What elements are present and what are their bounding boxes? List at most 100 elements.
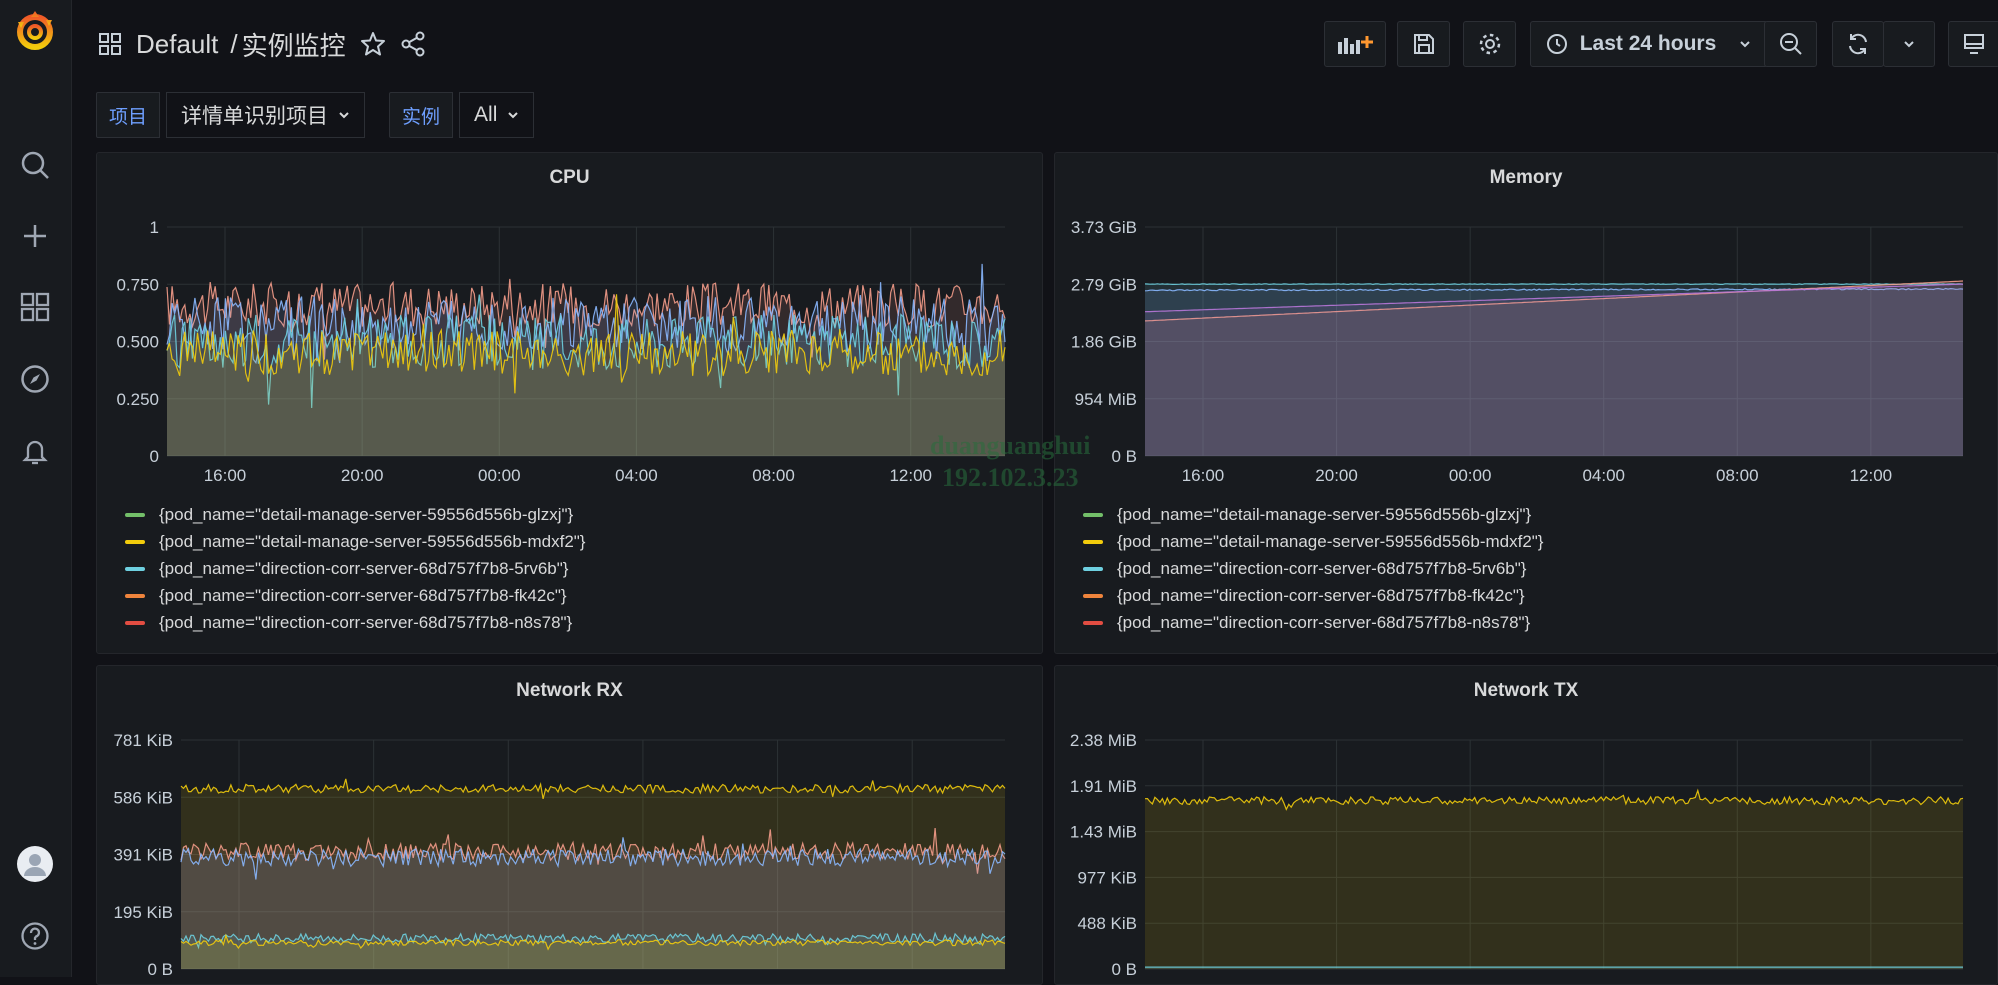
series-area <box>167 294 1005 456</box>
legend-item[interactable]: {pod_name="detail-manage-server-59556d55… <box>125 501 586 528</box>
template-variables: 项目 详情单识别项目 实例 All <box>96 92 535 140</box>
dashboard-settings-button[interactable] <box>1463 21 1516 67</box>
legend-item[interactable]: {pod_name="direction-corr-server-68d757f… <box>1083 555 1544 582</box>
legend-label: {pod_name="detail-manage-server-59556d55… <box>159 504 574 524</box>
legend-swatch <box>125 512 145 517</box>
legend-label: {pod_name="direction-corr-server-68d757f… <box>1117 585 1525 605</box>
legend-label: {pod_name="direction-corr-server-68d757f… <box>159 585 567 605</box>
refresh-button[interactable] <box>1832 21 1884 67</box>
tv-mode-button[interactable] <box>1948 21 1998 67</box>
x-tick-label: 08:00 <box>1716 466 1759 483</box>
legend-item[interactable]: {pod_name="direction-corr-server-68d757f… <box>1083 609 1544 636</box>
y-tick-label: 0 B <box>147 960 173 979</box>
alerting-bell-icon[interactable] <box>14 430 56 472</box>
y-tick-label: 3.73 GiB <box>1071 218 1137 237</box>
y-tick-label: 586 KiB <box>113 788 173 807</box>
star-icon[interactable] <box>360 31 386 57</box>
legend-item[interactable]: {pod_name="detail-manage-server-59556d55… <box>125 528 586 555</box>
dashboard-navbar: Default / 实例监控 Last 24 hours <box>72 0 1998 86</box>
series-line <box>180 837 1006 880</box>
panel-title[interactable]: Network TX <box>1473 680 1579 701</box>
variable-value-instance: All <box>474 103 498 126</box>
panel-network-tx[interactable]: Network TX 2.38 MiB 1.91 MiB 1.43 MiB 977 K… <box>1054 665 1998 985</box>
panel-memory[interactable]: Memory 3.73 GiB 2.79 GiB 1.86 GiB 954 MiB 0 … <box>1054 152 1998 654</box>
variable-label-project: 项目 <box>96 92 161 138</box>
refresh-interval-dropdown[interactable] <box>1883 21 1935 67</box>
legend-label: {pod_name="direction-corr-server-68d757f… <box>159 558 569 578</box>
series-area <box>181 828 1005 969</box>
legend-item[interactable]: {pod_name="direction-corr-server-68d757f… <box>125 555 586 582</box>
series-line <box>166 294 1006 409</box>
panel-network-rx[interactable]: Network RX 781 KiB 586 KiB 391 KiB 195 KiB 0… <box>96 665 1043 985</box>
legend-swatch <box>1083 512 1103 517</box>
grafana-logo-icon[interactable] <box>12 8 58 54</box>
dashboard-title[interactable]: 实例监控 <box>241 30 346 61</box>
y-tick-label: 2.38 MiB <box>1070 731 1137 750</box>
legend-swatch <box>125 593 145 598</box>
save-dashboard-button[interactable] <box>1397 21 1450 67</box>
legend-item[interactable]: {pod_name="direction-corr-server-68d757f… <box>125 582 586 609</box>
x-tick-label: 20:00 <box>341 466 384 483</box>
plus-icon[interactable] <box>14 215 56 257</box>
y-tick-label: 0.250 <box>116 390 159 409</box>
series-line <box>180 828 1006 874</box>
breadcrumb-separator: / <box>230 28 238 59</box>
panel-title[interactable]: CPU <box>549 167 590 188</box>
search-icon[interactable] <box>14 144 56 186</box>
network-tx-graph[interactable]: 2.38 MiB 1.91 MiB 1.43 MiB 977 KiB 488 KiB 0 … <box>1055 666 1998 985</box>
y-tick-label: 195 KiB <box>113 903 173 922</box>
legend-item[interactable]: {pod_name="detail-manage-server-59556d55… <box>1083 528 1544 555</box>
legend: {pod_name="detail-manage-server-59556d55… <box>125 501 586 636</box>
legend-item[interactable]: {pod_name="detail-manage-server-59556d55… <box>1083 501 1544 528</box>
legend-swatch <box>125 539 145 544</box>
variable-select-instance[interactable]: All <box>459 92 535 138</box>
legend: {pod_name="detail-manage-server-59556d55… <box>1083 501 1544 636</box>
series-line <box>1144 283 1964 286</box>
side-menu <box>0 0 72 977</box>
x-tick-label: 00:00 <box>1449 466 1492 483</box>
panel-title[interactable]: Network RX <box>516 680 623 701</box>
legend-label: {pod_name="direction-corr-server-68d757f… <box>159 612 573 632</box>
time-range-picker[interactable]: Last 24 hours <box>1530 21 1768 67</box>
legend-item[interactable]: {pod_name="direction-corr-server-68d757f… <box>125 609 586 636</box>
series-area <box>181 935 1005 969</box>
dashboards-icon[interactable] <box>14 286 56 328</box>
time-range-label: Last 24 hours <box>1579 32 1717 55</box>
legend-item[interactable]: {pod_name="direction-corr-server-68d757f… <box>1083 582 1544 609</box>
chevron-down-icon <box>1738 37 1752 51</box>
help-icon[interactable] <box>14 915 56 957</box>
cpu-graph[interactable]: 1 0.750 0.500 0.250 0 16:00 20:00 00:00 04:00 08:… <box>97 153 1043 483</box>
x-tick-label: 08:00 <box>752 466 795 483</box>
legend-swatch <box>1083 566 1103 571</box>
x-tick-label: 00:00 <box>478 466 521 483</box>
breadcrumb-folder[interactable]: Default <box>136 28 219 59</box>
chevron-down-icon <box>508 112 519 119</box>
x-tick-label: 16:00 <box>204 466 247 483</box>
x-tick-label: 20:00 <box>1315 466 1358 483</box>
panel-cpu[interactable]: CPU 1 0.750 0.500 0.250 0 16:00 20:00 00:00 04:0… <box>96 152 1043 654</box>
y-tick-label: 781 KiB <box>113 731 173 750</box>
series-line <box>180 931 1006 950</box>
series-line <box>180 778 1006 800</box>
user-avatar[interactable] <box>14 843 56 885</box>
zoom-out-button[interactable] <box>1764 21 1817 67</box>
y-tick-label: 977 KiB <box>1077 868 1137 887</box>
share-icon[interactable] <box>400 31 426 57</box>
y-tick-label: 0 B <box>1111 960 1137 979</box>
series-area <box>167 294 1005 456</box>
variable-value-project: 详情单识别项目 <box>181 105 329 128</box>
network-rx-graph[interactable]: 781 KiB 586 KiB 391 KiB 195 KiB 0 B <box>97 666 1043 985</box>
series-line <box>180 933 1006 951</box>
legend-swatch <box>1083 593 1103 598</box>
series-line <box>1144 788 1964 811</box>
legend-swatch <box>1083 620 1103 625</box>
variable-select-project[interactable]: 详情单识别项目 <box>166 92 366 138</box>
clock-icon <box>1546 33 1568 55</box>
memory-graph[interactable]: 3.73 GiB 2.79 GiB 1.86 GiB 954 MiB 0 B 16:00 2… <box>1055 153 1998 483</box>
y-tick-label: 0 <box>150 447 159 466</box>
series-line <box>1144 283 1964 313</box>
series-line <box>166 278 1006 360</box>
explore-compass-icon[interactable] <box>14 358 56 400</box>
panel-title[interactable]: Memory <box>1489 167 1563 188</box>
add-panel-button[interactable] <box>1324 21 1386 67</box>
